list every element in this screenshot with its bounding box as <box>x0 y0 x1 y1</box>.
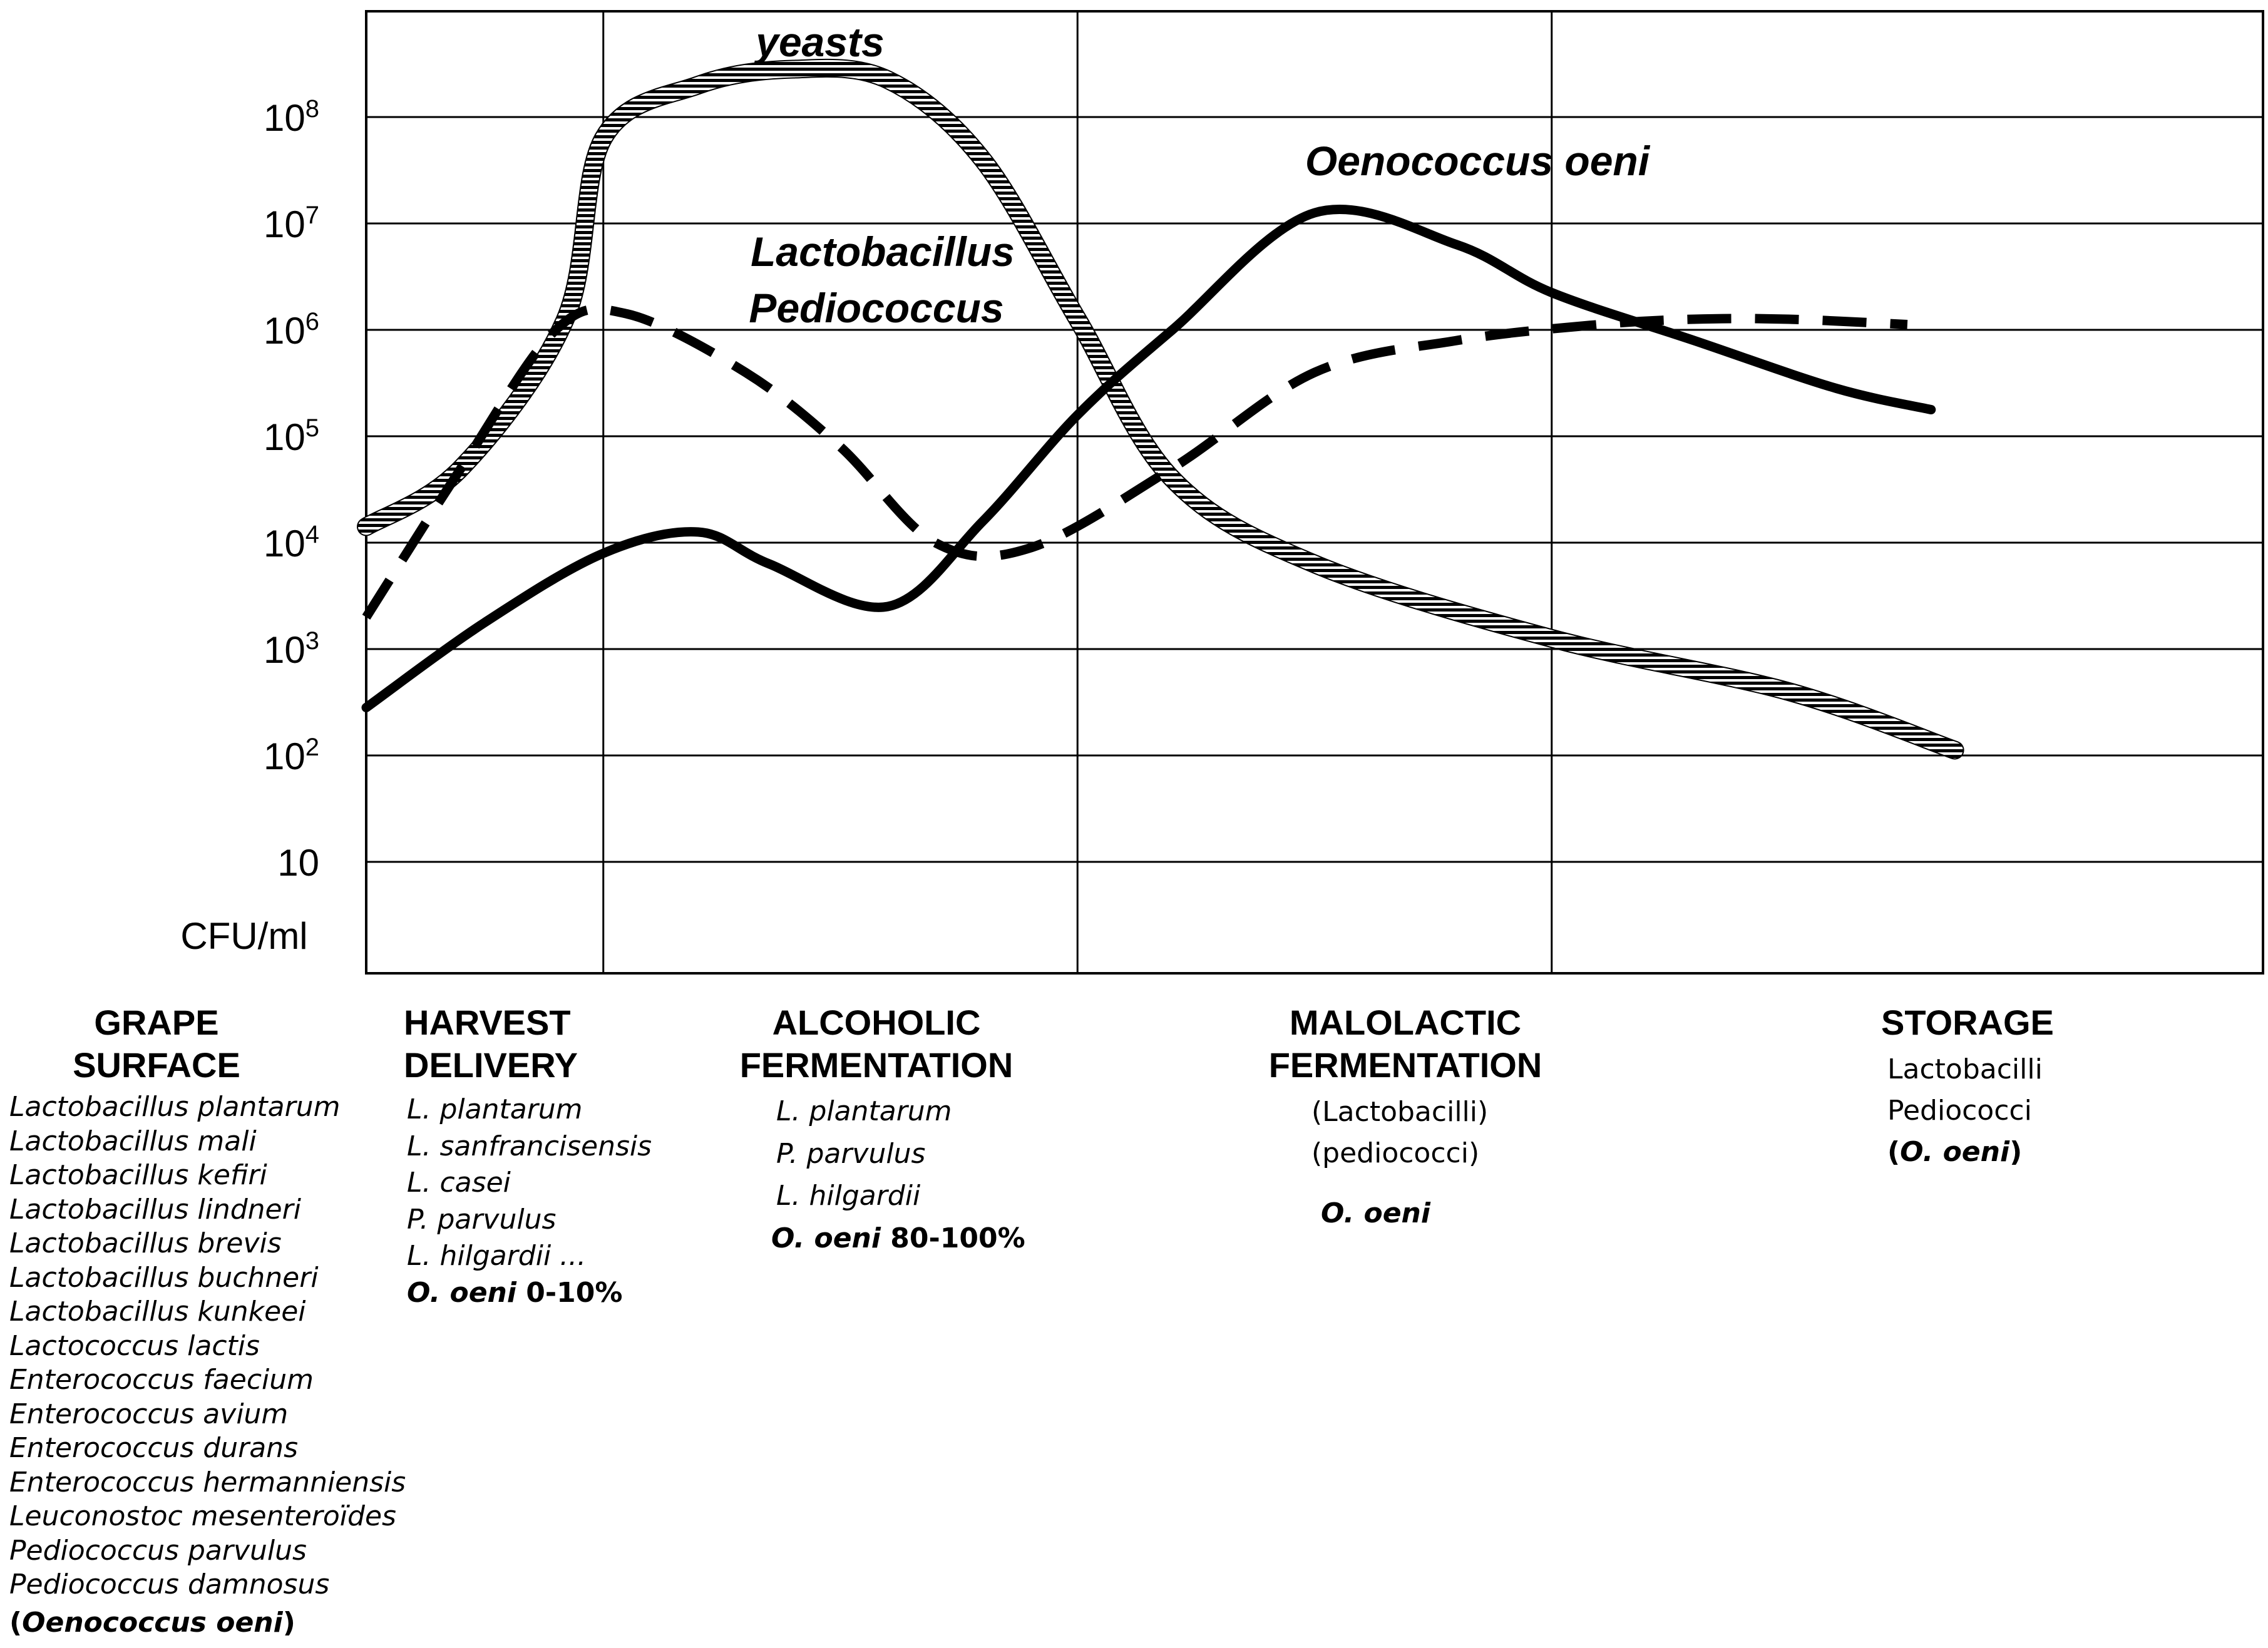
note-prefix: ( <box>9 1606 23 1639</box>
y-tick-label: 103 <box>264 627 319 671</box>
list-item: Lactobacillus plantarum <box>9 1091 341 1123</box>
stage-heading-line: HARVEST <box>404 1003 571 1042</box>
list-item: Enterococcus faecium <box>9 1364 314 1396</box>
note-species: O. oeni <box>771 1222 881 1254</box>
stage-heading-line: SURFACE <box>73 1045 240 1085</box>
stage-storage: STORAGE Lactobacilli Pediococci (O. oeni… <box>1881 1001 2144 1173</box>
list-item: Lactobacillus kefiri <box>9 1159 267 1191</box>
list-item: Lactobacillus mali <box>9 1125 257 1157</box>
stage-heading: MALOLACTIC FERMENTATION <box>1258 1001 1552 1087</box>
note-suffix: ) <box>282 1606 295 1639</box>
chart-series <box>357 58 1964 760</box>
stage-heading-line: MALOLACTIC <box>1289 1003 1522 1042</box>
species-list: Lactobacillus plantarum Lactobacillus ma… <box>9 1090 406 1640</box>
series-yeasts-line <box>358 59 1963 759</box>
yeasts-label: yeasts <box>754 19 885 65</box>
oeni-note: (Oenococcus oeni) <box>9 1606 398 1640</box>
stage-heading-line: FERMENTATION <box>739 1045 1013 1085</box>
list-item: Pediococcus damnosus <box>9 1569 330 1600</box>
stage-heading-line: ALCOHOLIC <box>772 1003 981 1042</box>
list-item: Pediococcus parvulus <box>9 1534 307 1567</box>
y-tick-label: 107 <box>264 202 319 245</box>
oeni-label: Oenococcus oeni <box>1305 138 1651 184</box>
list-item: Leuconostoc mesenteroïdes <box>9 1500 396 1532</box>
list-item: (pediococci) <box>1311 1137 1480 1169</box>
list-item: Lactobacillus lindneri <box>9 1193 301 1226</box>
list-item: Enterococcus hermanniensis <box>9 1466 406 1498</box>
stage-heading-line: DELIVERY <box>404 1045 578 1085</box>
stage-grape-surface: GRAPE SURFACE Lactobacillus plantarum La… <box>9 1001 406 1640</box>
species-list: (Lactobacilli) (pediococci) O. oeni <box>1258 1092 1584 1234</box>
note-species: O. oeni <box>1321 1197 1430 1229</box>
y-tick-label: 105 <box>264 414 319 458</box>
note-species: O. oeni <box>1900 1136 2010 1168</box>
list-item: Lactobacilli <box>1887 1053 2043 1085</box>
y-tick-label: 10 <box>277 842 319 884</box>
stage-heading-line: STORAGE <box>1881 1003 2054 1042</box>
list-item: Lactobacillus brevis <box>9 1227 282 1259</box>
list-item: Enterococcus avium <box>9 1398 289 1430</box>
list-item: Pediococci <box>1887 1095 2032 1127</box>
y-axis-ticks: 10 102 103 104 105 106 107 108 <box>264 95 319 884</box>
oeni-note: O. oeni <box>1321 1193 1584 1234</box>
species-list: Lactobacilli Pediococci (O. oeni) <box>1881 1049 2144 1173</box>
plot-frame <box>365 10 2264 975</box>
list-item: Lactobacillus kunkeei <box>9 1296 306 1328</box>
chart-grid <box>365 10 2264 975</box>
y-tick-label: 104 <box>264 521 319 565</box>
y-axis-label: CFU/ml <box>180 915 307 957</box>
stage-heading-line: GRAPE <box>94 1003 219 1042</box>
y-tick-label: 108 <box>264 95 319 139</box>
stage-malolactic-fermentation: MALOLACTIC FERMENTATION (Lactobacilli) (… <box>1258 1001 1584 1234</box>
list-item: L. hilgardii ... <box>407 1240 587 1272</box>
oeni-note: O. oeni 0-10% <box>407 1275 717 1312</box>
list-item: (Lactobacilli) <box>1311 1096 1489 1128</box>
list-item: Lactococcus lactis <box>9 1329 260 1362</box>
species-list: L. plantarum P. parvulus L. hilgardii O.… <box>736 1090 1061 1259</box>
note-suffix: ) <box>2009 1136 2023 1168</box>
series-oenococcus-oeni-line <box>361 204 1936 712</box>
note-prefix: ( <box>1887 1136 1901 1168</box>
lacto-label-line-2: Pediococcus <box>749 285 1003 331</box>
y-tick-label: 102 <box>264 734 319 777</box>
lacto-label-line-1: Lactobacillus <box>751 228 1015 275</box>
species-list: L. plantarum L. sanfrancisensis L. casei… <box>404 1092 717 1311</box>
stage-alcoholic-fermentation: ALCOHOLIC FERMENTATION L. plantarum P. p… <box>736 1001 1061 1259</box>
oeni-note: O. oeni 80-100% <box>771 1217 1061 1260</box>
list-item: P. parvulus <box>776 1137 926 1170</box>
list-item: P. parvulus <box>407 1203 557 1236</box>
stage-heading: GRAPE SURFACE <box>9 1001 304 1087</box>
note-species: Oenococcus oeni <box>22 1606 283 1639</box>
list-item: L. casei <box>407 1167 511 1199</box>
series-yeasts-outline <box>357 58 1964 760</box>
stage-heading: STORAGE <box>1881 1001 2144 1044</box>
stage-heading-line: FERMENTATION <box>1268 1045 1542 1085</box>
stage-harvest-delivery: HARVEST DELIVERY L. plantarum L. sanfran… <box>404 1001 717 1311</box>
note-value: 80-100% <box>880 1222 1025 1254</box>
list-item: L. hilgardii <box>776 1180 921 1212</box>
list-item: L. plantarum <box>776 1095 952 1127</box>
y-tick-label: 106 <box>264 308 319 352</box>
list-item: Enterococcus durans <box>9 1432 298 1464</box>
stage-heading: ALCOHOLIC FERMENTATION <box>736 1001 1017 1087</box>
oeni-note: (O. oeni) <box>1887 1132 2144 1173</box>
list-item: L. plantarum <box>407 1093 583 1125</box>
note-species: O. oeni <box>407 1276 516 1309</box>
stage-heading: HARVEST DELIVERY <box>404 1001 717 1087</box>
list-item: L. sanfrancisensis <box>407 1130 652 1162</box>
list-item: Lactobacillus buchneri <box>9 1261 319 1294</box>
note-value: 0-10% <box>516 1276 623 1309</box>
